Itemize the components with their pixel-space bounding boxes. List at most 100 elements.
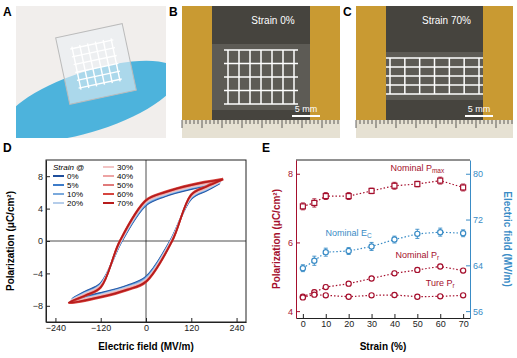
ruler-tick bbox=[388, 120, 389, 124]
ruler-tick bbox=[508, 120, 509, 124]
ruler-tick bbox=[286, 120, 287, 124]
tick: −240 bbox=[46, 318, 66, 333]
ruler-tick bbox=[238, 120, 239, 124]
ruler-tick bbox=[214, 120, 215, 124]
ruler-tick bbox=[360, 120, 361, 124]
axis: 56647280 bbox=[466, 161, 483, 319]
legend-swatch bbox=[53, 184, 64, 186]
ruler-tick bbox=[306, 120, 307, 124]
error-bar bbox=[312, 293, 316, 296]
photo-panel: A bbox=[0, 5, 188, 158]
tick-mark bbox=[440, 314, 441, 318]
tick: 0 bbox=[301, 314, 306, 329]
ruler-tick bbox=[452, 120, 453, 124]
ruler-tick bbox=[310, 120, 311, 124]
tick-label: 40 bbox=[390, 319, 400, 329]
ruler-tick bbox=[376, 120, 377, 128]
tick-label: −240 bbox=[46, 323, 66, 333]
tick: 6 bbox=[288, 238, 300, 248]
ruler-tick bbox=[492, 120, 493, 124]
ruler-tick bbox=[302, 120, 303, 128]
tick-label: −4 bbox=[33, 269, 43, 279]
ruler-tick bbox=[270, 120, 271, 124]
ruler-tick bbox=[404, 120, 405, 124]
ruler-tick bbox=[198, 120, 199, 124]
marker bbox=[312, 258, 317, 263]
tick: 20 bbox=[344, 314, 354, 329]
tick-label: 8 bbox=[288, 169, 293, 179]
scale-bar-label: 5 mm bbox=[468, 104, 491, 114]
marker bbox=[461, 185, 466, 190]
electrode bbox=[75, 63, 118, 72]
axis-title: Polarization (μC/cm²) bbox=[271, 189, 282, 289]
tick: 10 bbox=[321, 314, 331, 329]
tick-label: 120 bbox=[184, 323, 199, 333]
film-sheet bbox=[56, 24, 137, 105]
electrode bbox=[72, 47, 81, 90]
tick-label: 50 bbox=[413, 319, 423, 329]
tick-mark bbox=[296, 174, 300, 175]
ruler-tick bbox=[242, 120, 243, 128]
tick-mark bbox=[146, 318, 147, 322]
series-label: Nominal Pr bbox=[395, 250, 440, 261]
tick: 64 bbox=[466, 261, 483, 271]
error-bar bbox=[438, 177, 442, 184]
loop-line bbox=[69, 179, 223, 304]
series-label: Ture Pr bbox=[426, 278, 456, 289]
electrode bbox=[386, 57, 483, 59]
ruler-tick bbox=[428, 120, 429, 124]
ruler-tick bbox=[298, 120, 299, 124]
photo bbox=[16, 6, 166, 138]
error-bar bbox=[415, 295, 419, 298]
ruler-tick bbox=[250, 120, 251, 124]
legend-swatch bbox=[103, 193, 114, 195]
ruler-tick bbox=[476, 120, 477, 128]
plot-marks bbox=[300, 177, 465, 300]
ruler-tick bbox=[416, 120, 417, 128]
ruler-tick bbox=[460, 120, 461, 124]
legend-label: 20% bbox=[67, 199, 83, 208]
ruler-tick bbox=[194, 120, 195, 124]
panel-label: A bbox=[3, 5, 12, 19]
legend-swatch bbox=[103, 175, 114, 177]
marker bbox=[346, 294, 351, 299]
tape bbox=[310, 6, 340, 120]
marker bbox=[346, 194, 351, 199]
plot-frame bbox=[46, 160, 246, 322]
plot-frame bbox=[296, 160, 470, 161]
axis-line bbox=[296, 161, 297, 319]
tape bbox=[483, 6, 513, 120]
electrode bbox=[95, 42, 104, 85]
axis-line bbox=[470, 161, 471, 319]
ruler-tick bbox=[468, 120, 469, 124]
legend-label: 60% bbox=[117, 190, 133, 199]
electrode bbox=[74, 56, 117, 65]
tick-label: 20 bbox=[344, 319, 354, 329]
film bbox=[212, 44, 310, 110]
tick-mark bbox=[372, 314, 373, 318]
legend-swatch bbox=[103, 184, 114, 186]
tick-label: 60 bbox=[436, 319, 446, 329]
marker bbox=[415, 231, 420, 236]
zero-line bbox=[46, 241, 246, 242]
tick: 72 bbox=[466, 215, 483, 225]
tick-label: 0 bbox=[38, 236, 43, 246]
tick: 4 bbox=[288, 307, 300, 317]
error-bar bbox=[461, 230, 465, 237]
legend-swatch bbox=[53, 175, 64, 177]
error-bar bbox=[301, 296, 305, 299]
tick-mark bbox=[46, 241, 50, 242]
marker bbox=[415, 182, 420, 187]
loop-line bbox=[70, 179, 222, 302]
tick: 240 bbox=[230, 318, 245, 333]
error-bar bbox=[324, 193, 328, 200]
tick: 30 bbox=[367, 314, 377, 329]
marker bbox=[369, 293, 374, 298]
tick-mark bbox=[466, 311, 470, 312]
electrode bbox=[224, 103, 298, 105]
panel-label: E bbox=[262, 141, 270, 155]
error-bar bbox=[392, 236, 396, 243]
tick-label: 80 bbox=[473, 169, 483, 179]
ruler-tick bbox=[190, 120, 191, 124]
marker bbox=[415, 294, 420, 299]
